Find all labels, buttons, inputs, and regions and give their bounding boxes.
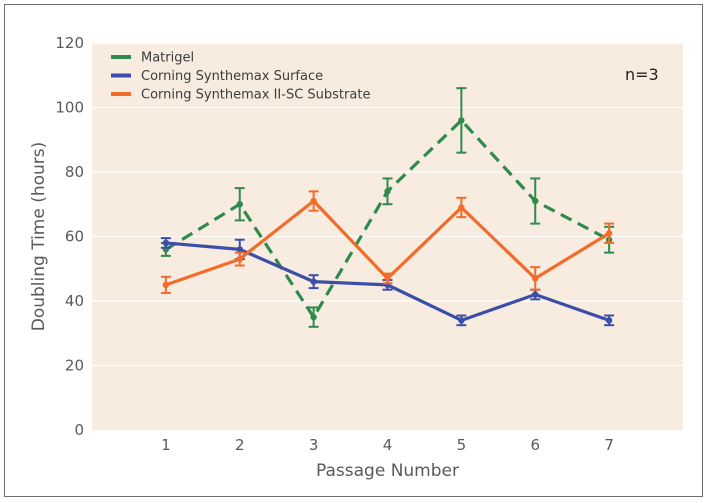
x-tick-label: 2	[235, 436, 245, 454]
y-tick-label: 0	[74, 421, 84, 439]
y-tick-label: 120	[55, 34, 84, 52]
series-group	[160, 87, 615, 328]
data-point	[532, 291, 539, 298]
data-point	[162, 239, 170, 247]
data-point	[458, 117, 465, 124]
data-point	[236, 246, 243, 253]
data-point	[236, 255, 243, 263]
y-tick-label: 20	[65, 357, 84, 375]
series-1	[160, 87, 615, 328]
y-tick-label: 40	[65, 292, 84, 310]
data-point	[310, 278, 317, 285]
sample-size-annotation: n=3	[625, 65, 659, 84]
legend: Matrigel Corning Synthemax Surface Corning…	[111, 51, 370, 103]
x-tick-label: 4	[383, 436, 393, 454]
data-point	[310, 197, 317, 205]
x-axis-ticks: 1 2 3 4 5 6 7	[161, 436, 614, 454]
y-axis-ticks: 0 20 40 60 80 100 120	[55, 34, 84, 439]
gridlines	[92, 42, 683, 367]
data-point	[605, 230, 613, 237]
y-axis-label: Doubling Time (hours)	[29, 142, 49, 332]
data-point	[236, 201, 243, 208]
data-point	[384, 275, 391, 282]
x-tick-label: 5	[457, 436, 467, 454]
data-point	[532, 197, 539, 205]
x-tick-label: 3	[309, 436, 319, 454]
legend-label: Corning Synthemax II-SC Substrate	[141, 88, 370, 103]
series-2	[160, 237, 615, 327]
data-point	[605, 317, 613, 324]
data-point	[310, 313, 317, 321]
y-tick-label: 60	[65, 228, 84, 246]
data-point	[458, 204, 465, 211]
series-3	[160, 190, 615, 294]
data-point	[532, 275, 539, 282]
y-tick-label: 100	[55, 99, 84, 117]
x-tick-label: 7	[604, 436, 614, 454]
legend-label: Corning Synthemax Surface	[141, 69, 323, 84]
data-point	[384, 188, 391, 195]
data-point	[162, 281, 170, 289]
x-axis-label: Passage Number	[316, 461, 459, 481]
y-tick-label: 80	[65, 163, 84, 181]
x-tick-label: 6	[530, 436, 540, 454]
x-tick-label: 1	[161, 436, 171, 454]
legend-label: Matrigel	[141, 51, 194, 66]
data-point	[458, 317, 465, 324]
